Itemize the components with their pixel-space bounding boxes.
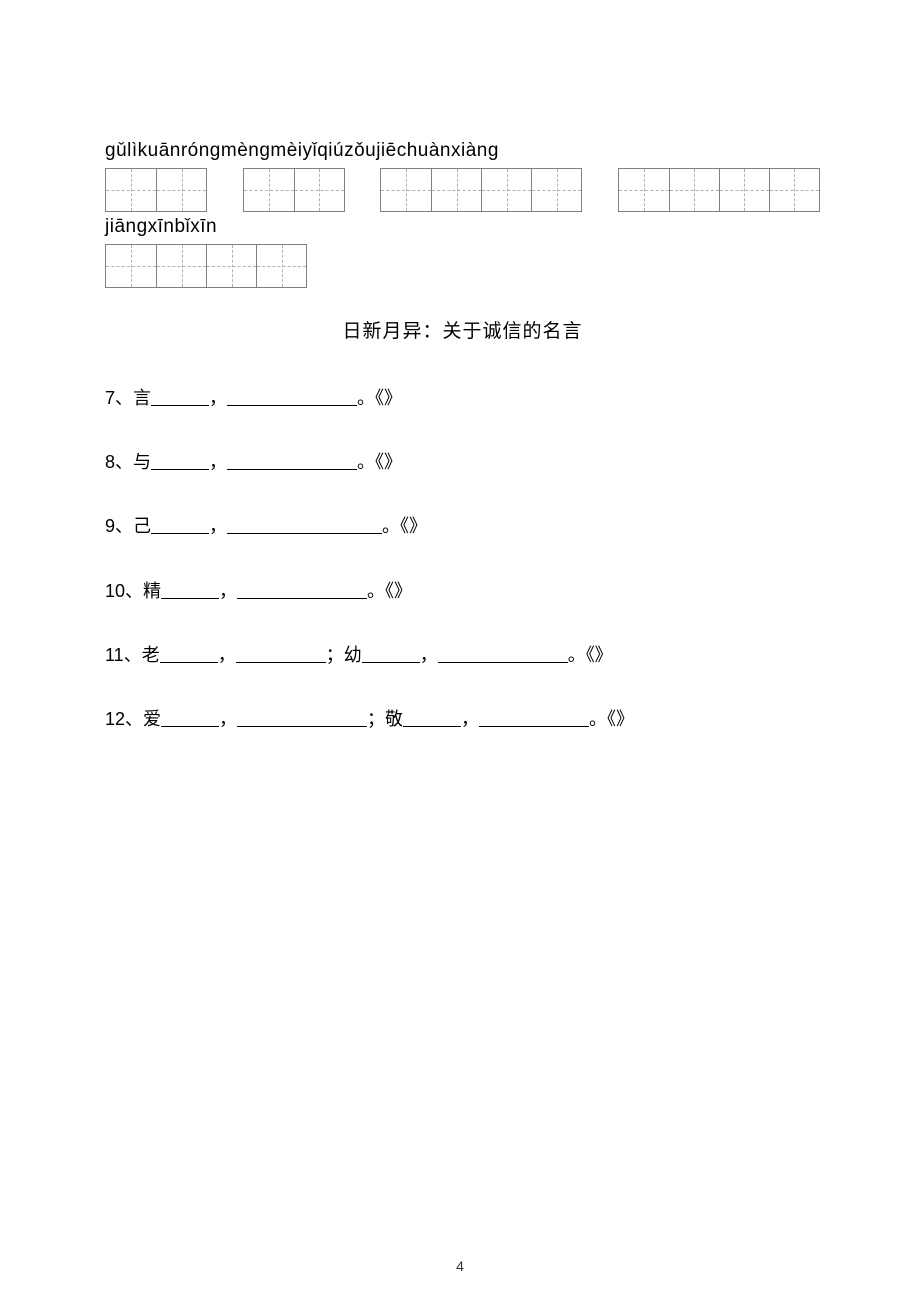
quote-lead: 言 bbox=[133, 388, 151, 408]
quote-lead: 爱 bbox=[143, 709, 161, 729]
quote-mid: 幼 bbox=[344, 645, 362, 665]
quote-7: 7、言，。《》 bbox=[105, 385, 820, 411]
char-box bbox=[431, 169, 481, 211]
quote-tail: 《》 bbox=[375, 388, 402, 408]
char-box bbox=[769, 169, 819, 211]
quote-number: 9 bbox=[105, 516, 115, 536]
blank[interactable] bbox=[438, 644, 568, 663]
quote-tail: 《》 bbox=[375, 452, 402, 472]
char-box bbox=[244, 169, 294, 211]
blank[interactable] bbox=[227, 515, 382, 534]
char-box bbox=[106, 245, 156, 287]
char-box bbox=[669, 169, 719, 211]
quote-11: 11、老，；幼，。《》 bbox=[105, 642, 820, 668]
blank[interactable] bbox=[151, 387, 209, 406]
blank[interactable] bbox=[237, 708, 367, 727]
blank[interactable] bbox=[161, 580, 219, 599]
char-box bbox=[531, 169, 581, 211]
quote-tail: 《》 bbox=[385, 581, 412, 601]
quote-8: 8、与，。《》 bbox=[105, 449, 820, 475]
char-box bbox=[719, 169, 769, 211]
char-box bbox=[106, 169, 156, 211]
quote-number: 8 bbox=[105, 452, 115, 472]
char-boxes-row-2 bbox=[105, 244, 820, 288]
box-group bbox=[243, 168, 345, 212]
quote-lead: 老 bbox=[142, 645, 160, 665]
char-box bbox=[256, 245, 306, 287]
box-group bbox=[105, 244, 307, 288]
box-group bbox=[380, 168, 582, 212]
pinyin-row-1: gǔlìkuānróngmèngmèiyǐqiúzǒujiēchuànxiàng bbox=[105, 140, 820, 162]
blank[interactable] bbox=[227, 451, 357, 470]
char-box bbox=[481, 169, 531, 211]
quote-number: 7 bbox=[105, 388, 115, 408]
quote-lead: 己 bbox=[133, 516, 151, 536]
char-box bbox=[381, 169, 431, 211]
blank[interactable] bbox=[362, 644, 420, 663]
quote-number: 10 bbox=[105, 581, 125, 601]
quote-10: 10、精，。《》 bbox=[105, 578, 820, 604]
box-group bbox=[105, 168, 207, 212]
quote-mid: 敬 bbox=[385, 709, 403, 729]
quote-9: 9、己，。《》 bbox=[105, 513, 820, 539]
blank[interactable] bbox=[236, 644, 326, 663]
blank[interactable] bbox=[160, 644, 218, 663]
char-box bbox=[156, 169, 206, 211]
char-box bbox=[294, 169, 344, 211]
quote-lead: 精 bbox=[143, 581, 161, 601]
blank[interactable] bbox=[479, 708, 589, 727]
blank[interactable] bbox=[151, 451, 209, 470]
quote-tail: 《》 bbox=[400, 516, 427, 536]
blank[interactable] bbox=[161, 708, 219, 727]
char-box bbox=[619, 169, 669, 211]
blank[interactable] bbox=[237, 580, 367, 599]
quote-lead: 与 bbox=[133, 452, 151, 472]
blank[interactable] bbox=[227, 387, 357, 406]
box-group bbox=[618, 168, 820, 212]
quote-12: 12、爱，；敬，。《》 bbox=[105, 706, 820, 732]
blank[interactable] bbox=[403, 708, 461, 727]
quote-tail: 《》 bbox=[607, 709, 634, 729]
section-title: 日新月异：关于诚信的名言 bbox=[105, 316, 820, 343]
blank[interactable] bbox=[151, 515, 209, 534]
char-boxes-row-1 bbox=[105, 168, 820, 212]
quote-tail: 《》 bbox=[586, 645, 613, 665]
char-box bbox=[206, 245, 256, 287]
char-box bbox=[156, 245, 206, 287]
quote-number: 11 bbox=[105, 645, 124, 665]
pinyin-row-2: jiāngxīnbǐxīn bbox=[105, 216, 820, 238]
page-number: 4 bbox=[0, 1258, 920, 1274]
quote-number: 12 bbox=[105, 709, 125, 729]
